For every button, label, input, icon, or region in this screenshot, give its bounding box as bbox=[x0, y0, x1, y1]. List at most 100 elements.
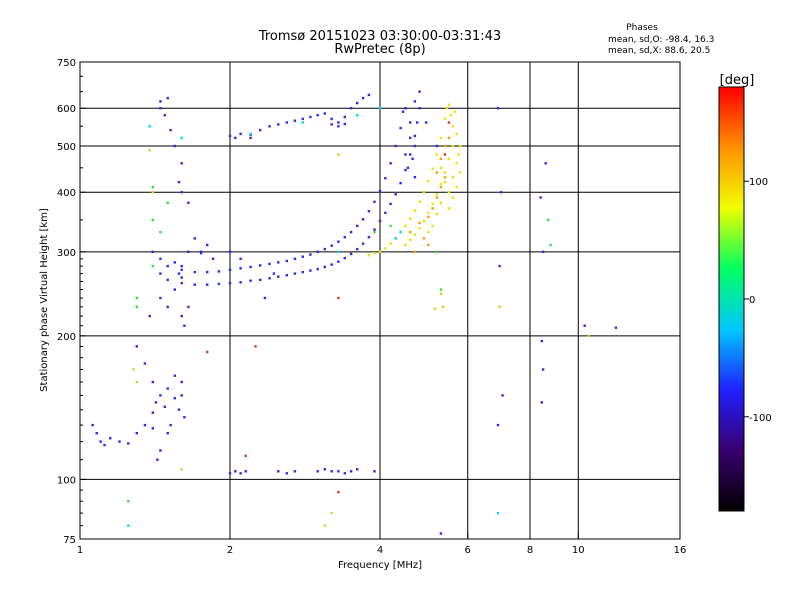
data-point bbox=[166, 278, 169, 282]
data-point bbox=[109, 437, 112, 440]
data-point bbox=[323, 468, 326, 471]
data-point bbox=[349, 107, 353, 110]
data-point bbox=[193, 237, 196, 240]
data-point bbox=[418, 90, 421, 93]
y-tick-label: 400 bbox=[57, 188, 76, 199]
data-point bbox=[384, 247, 387, 250]
data-point bbox=[285, 259, 288, 263]
data-point bbox=[277, 123, 280, 126]
data-point bbox=[285, 472, 288, 475]
data-point bbox=[409, 153, 412, 156]
data-point bbox=[343, 122, 346, 126]
data-point bbox=[413, 134, 417, 138]
data-point bbox=[337, 260, 340, 263]
data-point bbox=[427, 215, 430, 219]
data-point bbox=[343, 115, 346, 119]
data-point bbox=[427, 230, 430, 234]
data-point bbox=[399, 181, 402, 185]
data-point bbox=[163, 114, 166, 117]
data-point bbox=[309, 253, 312, 256]
data-point bbox=[361, 242, 365, 245]
data-point bbox=[389, 242, 392, 245]
data-point bbox=[206, 270, 209, 274]
x-tick-label: 2 bbox=[227, 545, 233, 556]
colorbar-tick-label: -100 bbox=[749, 413, 772, 424]
data-point bbox=[445, 107, 449, 110]
data-point bbox=[367, 236, 371, 239]
data-point bbox=[439, 185, 443, 189]
data-point bbox=[180, 264, 183, 268]
data-point bbox=[583, 324, 586, 327]
data-point bbox=[418, 200, 421, 203]
data-point bbox=[309, 115, 312, 119]
data-point bbox=[301, 117, 304, 121]
data-point bbox=[127, 524, 130, 527]
data-point bbox=[541, 368, 545, 371]
data-point bbox=[404, 153, 407, 156]
data-point bbox=[435, 193, 438, 196]
data-point bbox=[148, 314, 151, 318]
data-point bbox=[384, 177, 387, 180]
data-point bbox=[173, 288, 176, 291]
data-point bbox=[259, 264, 262, 267]
data-point bbox=[163, 405, 166, 408]
data-point bbox=[439, 136, 443, 140]
data-point bbox=[439, 292, 443, 295]
chart-subtitle: RwPretec (8p) bbox=[334, 42, 425, 57]
data-point bbox=[217, 270, 221, 273]
x-tick-label: 4 bbox=[377, 545, 383, 556]
stats-o-mode: mean, sd,O: -98.4, 16.3 bbox=[608, 35, 714, 45]
data-point bbox=[439, 157, 443, 160]
data-point bbox=[451, 144, 454, 148]
data-points bbox=[91, 90, 618, 535]
data-point bbox=[337, 296, 340, 300]
data-point bbox=[373, 230, 376, 234]
data-point bbox=[343, 236, 346, 239]
data-point bbox=[447, 103, 451, 106]
data-point bbox=[135, 305, 138, 309]
data-point bbox=[263, 296, 267, 300]
data-point bbox=[177, 180, 181, 184]
data-point bbox=[431, 207, 434, 210]
data-point bbox=[132, 368, 135, 371]
data-point bbox=[177, 408, 181, 411]
data-point bbox=[199, 250, 203, 253]
data-point bbox=[180, 281, 183, 285]
data-point bbox=[399, 126, 402, 130]
data-point bbox=[228, 134, 232, 138]
data-point bbox=[239, 281, 242, 284]
data-point bbox=[159, 100, 162, 103]
data-point bbox=[349, 470, 353, 473]
data-point bbox=[399, 230, 402, 234]
data-point bbox=[228, 250, 232, 253]
data-point bbox=[166, 96, 169, 100]
data-point bbox=[135, 296, 138, 300]
data-point bbox=[151, 185, 154, 189]
data-point bbox=[159, 296, 162, 300]
data-point bbox=[206, 243, 209, 247]
data-point bbox=[451, 176, 454, 179]
data-point bbox=[99, 440, 102, 443]
y-tick-label: 750 bbox=[57, 58, 76, 69]
data-point bbox=[127, 442, 130, 445]
data-point bbox=[249, 132, 252, 136]
data-point bbox=[180, 394, 183, 397]
y-axis-label: Stationary phase Virtual Height [km] bbox=[39, 208, 50, 392]
data-point bbox=[343, 472, 346, 475]
data-point bbox=[143, 362, 147, 365]
data-point bbox=[373, 200, 376, 203]
stats-x-mode: mean, sd,X: 88.6, 20.5 bbox=[608, 46, 710, 56]
data-point bbox=[159, 394, 162, 397]
colorbar-tick-label: 0 bbox=[749, 295, 755, 306]
data-point bbox=[337, 491, 340, 494]
data-point bbox=[496, 107, 500, 110]
data-point bbox=[427, 179, 430, 183]
data-point bbox=[159, 272, 162, 275]
data-point bbox=[337, 250, 340, 253]
data-point bbox=[367, 254, 371, 257]
data-point bbox=[356, 224, 359, 228]
data-point bbox=[95, 432, 98, 435]
data-point bbox=[361, 218, 365, 221]
x-tick-label: 6 bbox=[465, 545, 471, 556]
